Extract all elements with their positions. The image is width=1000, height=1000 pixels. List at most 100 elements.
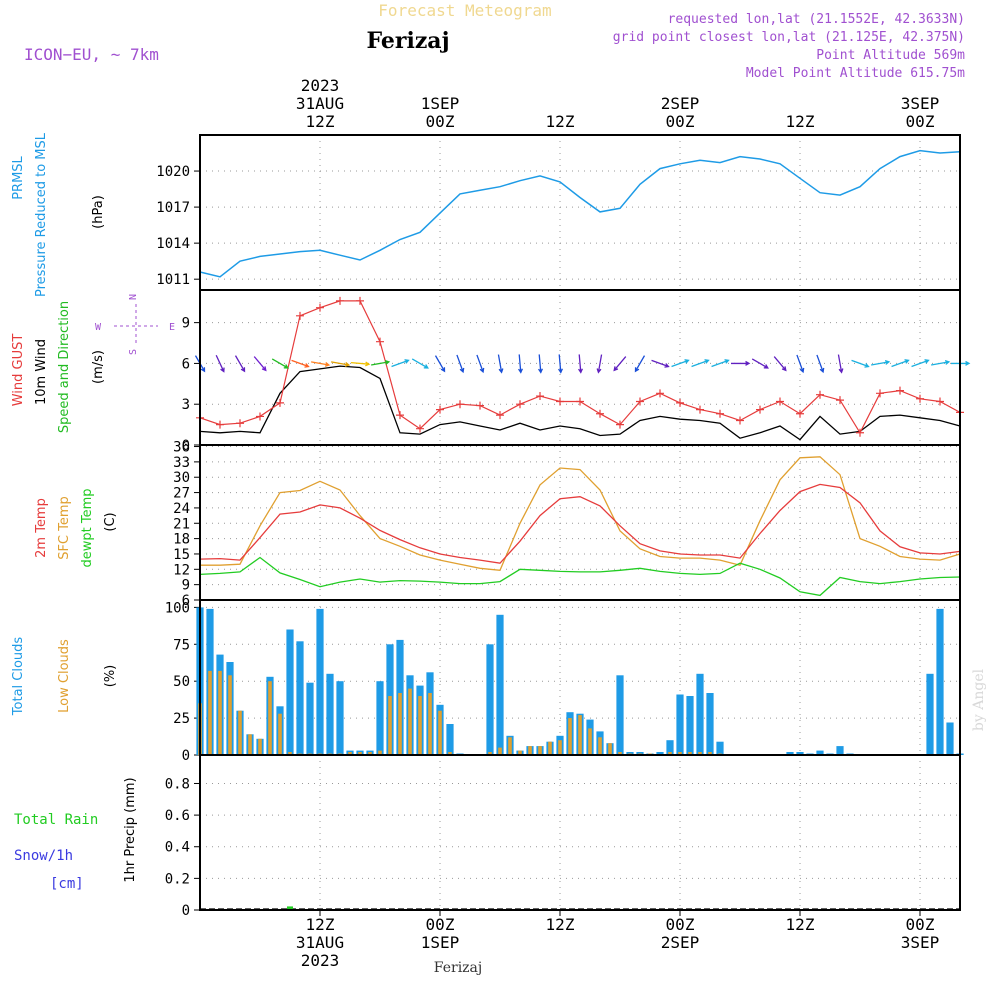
clouds-tick-label: 0 bbox=[182, 748, 190, 764]
gust-marker bbox=[576, 397, 584, 406]
low-cloud-bar bbox=[278, 713, 282, 755]
wind-direction-arrow bbox=[911, 359, 930, 368]
gust-marker bbox=[476, 401, 484, 410]
wind-direction-arrow bbox=[871, 359, 891, 366]
temp-tick-label: 18 bbox=[173, 532, 190, 548]
wind-direction-arrow bbox=[796, 354, 805, 374]
wind-direction-arrow bbox=[311, 361, 331, 367]
temp-tick-label: 15 bbox=[173, 547, 190, 563]
low-cloud-bar bbox=[218, 670, 222, 755]
wind-direction-arrow bbox=[476, 354, 485, 374]
low-cloud-bar bbox=[438, 710, 442, 755]
gust-marker bbox=[276, 398, 284, 407]
low-cloud-bar bbox=[698, 752, 702, 755]
wind-direction-arrow bbox=[518, 354, 523, 374]
temp-panel-labels: 2m Temp SFC Temp dewpt Temp (C) bbox=[34, 488, 118, 567]
total-cloud-bar bbox=[326, 673, 334, 755]
point-altitude: Point Altitude 569m bbox=[816, 48, 965, 63]
compass-rose-icon: N S W E bbox=[95, 294, 175, 355]
temp-tick-label: 27 bbox=[173, 486, 190, 502]
low-cloud-bar bbox=[358, 752, 362, 755]
gust-marker bbox=[516, 400, 524, 409]
gust-marker bbox=[376, 337, 384, 346]
total-cloud-bar bbox=[336, 681, 344, 755]
model-altitude: Model Point Altitude 615.75m bbox=[746, 66, 965, 81]
wind-tick-label: 6 bbox=[182, 356, 190, 372]
wind-direction-arrow bbox=[497, 354, 504, 374]
bottom-date-label: 31AUG bbox=[296, 933, 344, 952]
plot-area: 1011101410171020036969121518212427303336… bbox=[156, 76, 971, 970]
wind-direction-arrow bbox=[851, 359, 870, 368]
clouds-tick-label: 75 bbox=[173, 637, 190, 653]
gust-marker bbox=[636, 397, 644, 406]
gust-marker bbox=[596, 409, 604, 418]
low-cloud-bar bbox=[428, 693, 432, 755]
total-cloud-bar bbox=[486, 644, 494, 755]
low-cloud-bar bbox=[448, 752, 452, 755]
pressure-tick-label: 1011 bbox=[156, 272, 190, 288]
low-cloud-bar bbox=[528, 746, 532, 755]
dewpt-line bbox=[199, 556, 961, 597]
low-cloud-bar bbox=[678, 752, 682, 755]
total-cloud-bar bbox=[716, 741, 724, 755]
total-cloud-bar bbox=[496, 614, 504, 755]
low-cloud-bar bbox=[618, 752, 622, 755]
wind-direction-arrow bbox=[751, 358, 769, 369]
gust-marker bbox=[836, 396, 844, 405]
low-cloud-bar bbox=[508, 737, 512, 755]
gust-marker bbox=[756, 405, 764, 414]
pressure-line bbox=[199, 149, 961, 278]
compass-west: W bbox=[95, 322, 102, 333]
wind-direction-arrow bbox=[671, 359, 690, 368]
total-cloud-bar bbox=[376, 681, 384, 755]
wind-speed-line bbox=[199, 365, 961, 441]
dewpt-label: dewpt Temp bbox=[80, 488, 95, 567]
compass-north: N bbox=[128, 294, 139, 300]
temp-tick-label: 9 bbox=[182, 578, 190, 594]
bottom-date-label: 1SEP bbox=[421, 933, 460, 952]
temp-tick-label: 12 bbox=[173, 562, 190, 578]
wind-direction-arrow bbox=[411, 358, 429, 369]
gust-marker bbox=[536, 392, 544, 401]
total-cloud-bar bbox=[796, 752, 804, 755]
total-cloud-bar bbox=[296, 641, 304, 755]
gust-marker bbox=[816, 390, 824, 399]
top-hour-label: 00Z bbox=[906, 112, 935, 131]
clouds-tick-label: 100 bbox=[165, 600, 190, 616]
wind-direction-arrow bbox=[456, 354, 465, 374]
wind-direction-arrow bbox=[271, 358, 289, 369]
low-cloud-bar bbox=[668, 752, 672, 755]
low-cloud-bar bbox=[578, 715, 582, 755]
gust-marker bbox=[216, 420, 224, 429]
rain-bar bbox=[287, 906, 293, 910]
low-cloud-bar bbox=[388, 696, 392, 755]
precip-tick-label: 0.2 bbox=[165, 871, 190, 887]
wind-label: 10m Wind bbox=[34, 339, 49, 405]
wind-direction-arrow bbox=[291, 359, 310, 368]
gust-marker bbox=[656, 389, 664, 398]
snow-unit: [cm] bbox=[50, 876, 84, 892]
pressure-tick-label: 1020 bbox=[156, 164, 190, 180]
low-cloud-bar bbox=[558, 740, 562, 755]
gust-marker bbox=[256, 412, 264, 421]
footer-location: Ferizaj bbox=[434, 960, 482, 976]
wind-direction-arrow bbox=[350, 361, 371, 367]
sfc-temp-line bbox=[200, 456, 961, 571]
low-cloud-bar bbox=[288, 752, 292, 755]
cloud-panel-labels: Total Clouds Low Clouds (%) bbox=[11, 637, 118, 717]
low-cloud-bar bbox=[368, 752, 372, 755]
pressure-tick-label: 1017 bbox=[156, 200, 190, 216]
wind-direction-arrow bbox=[891, 359, 910, 368]
wind-direction-arrow bbox=[731, 360, 751, 366]
wind-direction-arrow bbox=[215, 354, 225, 373]
low-cloud-bar bbox=[568, 718, 572, 755]
low-cloud-bar bbox=[248, 734, 252, 755]
top-date-label: 1SEP bbox=[421, 94, 460, 113]
gust-marker bbox=[716, 409, 724, 418]
low-cloud-bar bbox=[268, 681, 272, 755]
wind-direction-arrow bbox=[234, 355, 246, 373]
precip-tick-label: 0 bbox=[182, 903, 190, 919]
total-cloud-bar bbox=[706, 693, 714, 755]
temp-unit: (C) bbox=[103, 512, 118, 531]
